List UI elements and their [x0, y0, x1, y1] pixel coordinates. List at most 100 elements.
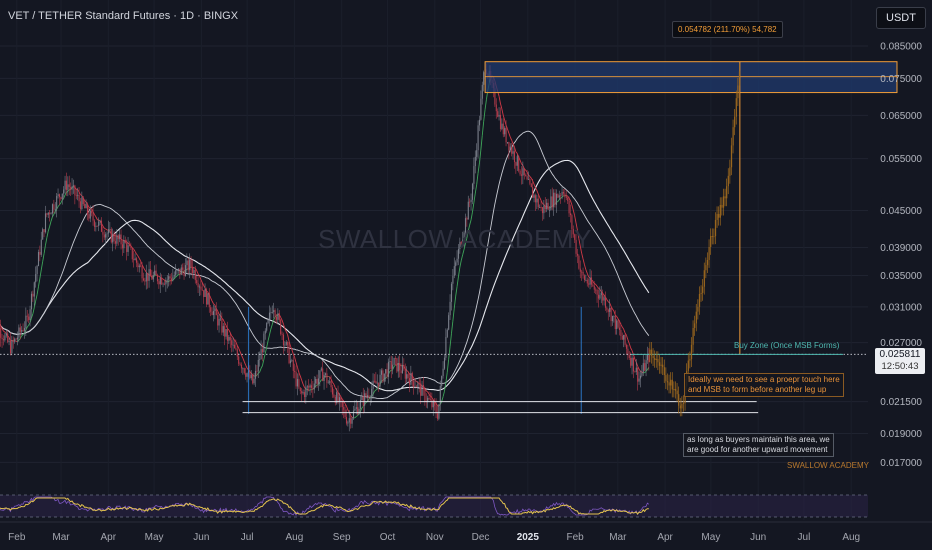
candle-body — [75, 195, 77, 197]
candle-body — [159, 277, 161, 285]
ma-fast-segment — [281, 319, 284, 325]
price-axis[interactable]: 0.085000 0.075000 0.065000 0.055000 0.045000… — [880, 42, 922, 469]
ma-fast-segment — [536, 190, 539, 195]
candle-body — [56, 196, 58, 209]
candle-body — [23, 328, 26, 331]
candle-body — [448, 315, 450, 330]
candle-body — [158, 281, 160, 285]
candle-body — [366, 395, 369, 397]
candle-body — [442, 368, 444, 377]
candle-body — [379, 374, 381, 387]
candle-body — [309, 385, 311, 388]
candle-body — [603, 297, 605, 301]
candle-body — [11, 340, 13, 354]
rsi-line — [0, 496, 650, 516]
candle-body — [319, 370, 321, 379]
candle-body — [93, 220, 96, 227]
candle-body — [544, 205, 546, 210]
candle-body — [424, 388, 426, 402]
candle-body — [632, 357, 635, 372]
ma-fast-segment — [444, 382, 447, 392]
candle-body — [198, 286, 201, 288]
projection-body — [719, 204, 721, 218]
candle-body — [534, 195, 537, 203]
candle-body — [312, 387, 314, 390]
candle-body — [282, 334, 285, 346]
projection-body — [730, 145, 733, 168]
ma-fast-segment — [260, 365, 263, 369]
projection-body — [724, 196, 726, 199]
candle-body — [148, 269, 150, 281]
candle-body — [464, 218, 467, 233]
ma-fast-segment — [346, 405, 349, 411]
x-tick-label: Mar — [52, 532, 70, 543]
ma-fast-segment — [624, 332, 627, 336]
candle-body — [369, 397, 371, 399]
ma-fast-segment — [242, 357, 245, 362]
ma-fast-segment — [176, 274, 179, 277]
ma-fast-segment — [243, 361, 247, 366]
candle-body — [380, 370, 383, 375]
x-tick-label: Aug — [842, 532, 860, 543]
symbol-title[interactable]: VET / TETHER Standard Futures · 1D · BIN… — [8, 10, 239, 22]
projection-body — [660, 364, 662, 366]
candle-body — [406, 374, 408, 379]
candle-body — [417, 383, 419, 388]
candle-body — [431, 399, 433, 408]
candle-body — [127, 245, 129, 252]
currency-selector[interactable]: USDT — [876, 7, 926, 29]
candle-body — [599, 295, 601, 299]
candle-body — [460, 241, 462, 246]
candle-body — [557, 193, 559, 198]
candle-body — [64, 180, 66, 190]
candle-body — [434, 401, 436, 406]
candle-body — [324, 373, 327, 375]
candle-body — [89, 210, 91, 219]
candle-body — [46, 213, 48, 215]
candle-body — [303, 392, 306, 398]
candle-body — [145, 273, 147, 282]
candle-body — [392, 364, 394, 369]
candle-body — [169, 276, 171, 279]
projection-body — [722, 196, 725, 208]
candle-body — [189, 259, 191, 271]
candle-body — [61, 193, 63, 200]
candle-body — [569, 213, 572, 216]
candle-body — [264, 330, 266, 334]
ma-fast-segment — [616, 316, 619, 319]
ma-fast-segment — [36, 286, 39, 295]
projection-body — [665, 375, 667, 382]
candle-body — [117, 235, 119, 240]
ma-fast-segment — [332, 381, 335, 385]
x-tick-label: Dec — [472, 532, 490, 543]
ma-fast-segment — [467, 225, 471, 232]
candle-body — [480, 98, 482, 120]
candle-body — [644, 363, 646, 371]
candle-body — [637, 367, 639, 382]
candle-body — [8, 340, 10, 342]
x-tick-label: Aug — [286, 532, 304, 543]
projection-body — [666, 381, 669, 383]
last-price-label: 0.025811 12:50:43 — [875, 348, 925, 374]
ma-fast-segment — [138, 258, 142, 262]
ma-fast-segment — [539, 197, 542, 201]
ma-fast-segment — [284, 328, 287, 332]
candle-body — [25, 315, 27, 329]
candle-body — [138, 265, 140, 268]
candle-body — [267, 319, 269, 324]
ma-fast-segment — [445, 372, 448, 383]
ma-fast-segment — [104, 227, 106, 230]
candle-body — [322, 368, 324, 381]
ma-fast-segment — [571, 204, 574, 211]
time-axis[interactable]: Feb Mar Apr May Jun Jul Aug Sep Oct Nov Dec 2025 Feb… — [0, 521, 932, 543]
candle-body — [250, 374, 252, 379]
ma-fast-segment — [210, 297, 213, 302]
candle-body — [1, 337, 3, 340]
candle-body — [232, 344, 234, 346]
ma-fast-segment — [285, 331, 289, 336]
candle-body — [371, 388, 373, 398]
ma-fast-segment — [133, 248, 136, 252]
candle-body — [151, 275, 153, 280]
ma-fast-segment — [105, 228, 108, 231]
